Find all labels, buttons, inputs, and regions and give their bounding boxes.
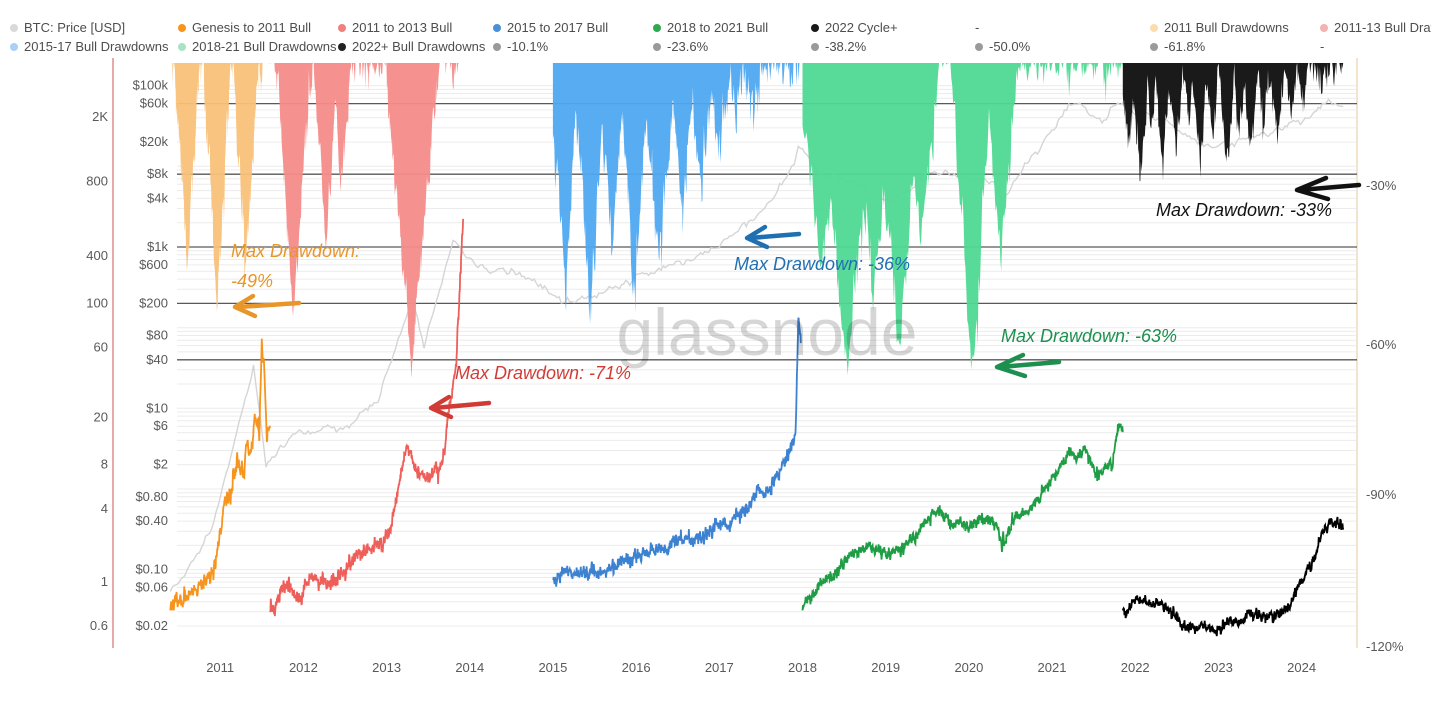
svg-text:Max Drawdown: -33%: Max Drawdown: -33% bbox=[1156, 200, 1332, 220]
svg-text:2014: 2014 bbox=[455, 660, 484, 675]
svg-text:Max Drawdown:: Max Drawdown: bbox=[231, 241, 360, 261]
svg-text:-49%: -49% bbox=[231, 271, 273, 291]
svg-text:$0.02: $0.02 bbox=[135, 618, 168, 633]
svg-text:$10: $10 bbox=[146, 400, 168, 415]
svg-text:2016: 2016 bbox=[622, 660, 651, 675]
svg-text:400: 400 bbox=[86, 248, 108, 263]
svg-text:2022: 2022 bbox=[1121, 660, 1150, 675]
svg-text:$8k: $8k bbox=[147, 166, 168, 181]
svg-text:-60%: -60% bbox=[1366, 337, 1397, 352]
svg-text:2019: 2019 bbox=[871, 660, 900, 675]
svg-text:0.6: 0.6 bbox=[90, 618, 108, 633]
svg-text:$0.40: $0.40 bbox=[135, 513, 168, 528]
svg-text:$40: $40 bbox=[146, 352, 168, 367]
svg-text:2021: 2021 bbox=[1038, 660, 1067, 675]
svg-text:$0.80: $0.80 bbox=[135, 489, 168, 504]
svg-text:20: 20 bbox=[94, 409, 108, 424]
svg-text:$6: $6 bbox=[154, 418, 168, 433]
svg-text:2015: 2015 bbox=[538, 660, 567, 675]
svg-text:$4k: $4k bbox=[147, 190, 168, 205]
svg-text:2013: 2013 bbox=[372, 660, 401, 675]
svg-text:2017: 2017 bbox=[705, 660, 734, 675]
svg-text:8: 8 bbox=[101, 457, 108, 472]
svg-text:$600: $600 bbox=[139, 257, 168, 272]
svg-text:$0.10: $0.10 bbox=[135, 562, 168, 577]
svg-text:Max Drawdown: -63%: Max Drawdown: -63% bbox=[1001, 326, 1177, 346]
svg-text:-30%: -30% bbox=[1366, 178, 1397, 193]
svg-text:-90%: -90% bbox=[1366, 487, 1397, 502]
svg-text:$1k: $1k bbox=[147, 239, 168, 254]
svg-text:1: 1 bbox=[101, 574, 108, 589]
svg-text:$0.06: $0.06 bbox=[135, 580, 168, 595]
svg-text:2024: 2024 bbox=[1287, 660, 1316, 675]
svg-text:2K: 2K bbox=[92, 109, 108, 124]
svg-text:$20k: $20k bbox=[140, 134, 169, 149]
svg-text:Max Drawdown: -71%: Max Drawdown: -71% bbox=[455, 363, 631, 383]
svg-text:2023: 2023 bbox=[1204, 660, 1233, 675]
svg-text:$200: $200 bbox=[139, 295, 168, 310]
svg-text:2018: 2018 bbox=[788, 660, 817, 675]
svg-text:$60k: $60k bbox=[140, 96, 169, 111]
svg-text:60: 60 bbox=[94, 340, 108, 355]
svg-text:800: 800 bbox=[86, 173, 108, 188]
svg-text:-120%: -120% bbox=[1366, 639, 1404, 654]
svg-text:$2: $2 bbox=[154, 457, 168, 472]
svg-text:Max Drawdown: -36%: Max Drawdown: -36% bbox=[734, 254, 910, 274]
svg-text:2011: 2011 bbox=[206, 660, 234, 675]
svg-text:100: 100 bbox=[86, 295, 108, 310]
svg-text:$100k: $100k bbox=[133, 78, 169, 93]
svg-text:4: 4 bbox=[101, 501, 108, 516]
svg-text:$80: $80 bbox=[146, 328, 168, 343]
svg-text:2012: 2012 bbox=[289, 660, 318, 675]
svg-text:glassnode: glassnode bbox=[617, 295, 918, 369]
svg-text:2020: 2020 bbox=[954, 660, 983, 675]
